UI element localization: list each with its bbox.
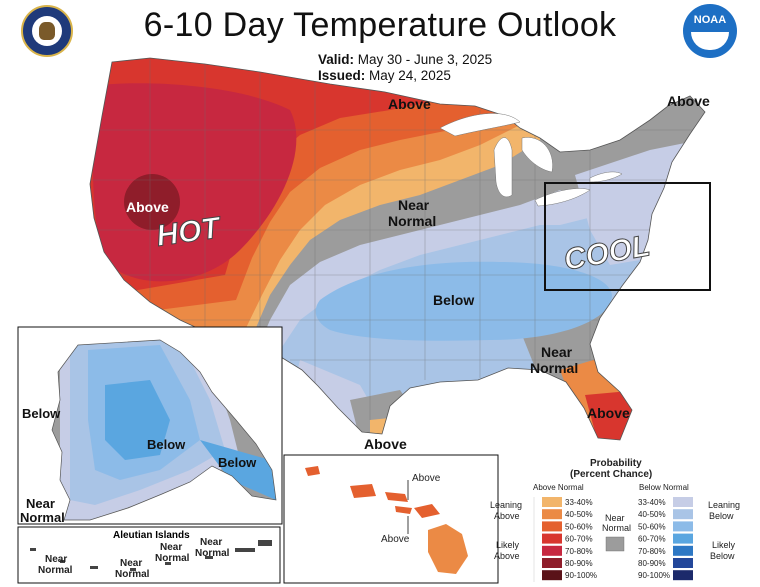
label-below-center: Below xyxy=(433,292,474,308)
label-near-normal-center-1: Near xyxy=(398,197,430,213)
legend-below-range: 40-50% xyxy=(638,510,666,519)
legend-below-swatch xyxy=(673,558,693,568)
legend-below-range: 90-100% xyxy=(638,571,670,580)
legend-near-1: Near xyxy=(605,513,625,523)
aleutian-near-1: Near xyxy=(45,554,67,565)
valid-label: Valid: xyxy=(318,52,355,67)
map-title: 6-10 Day Temperature Outlook xyxy=(143,6,617,44)
aleutian-near-5: Near xyxy=(160,542,182,553)
legend-below-header: Below Normal xyxy=(639,483,689,492)
legend-below-swatch xyxy=(673,509,693,520)
legend-above-range: 60-70% xyxy=(565,535,593,544)
alaska-label-below-west: Below xyxy=(22,406,61,421)
aleutian-inset-frame xyxy=(17,526,281,584)
legend-above-range: 70-80% xyxy=(565,547,593,556)
aleutian-near-7: Near xyxy=(200,537,222,548)
aleutian-near-8: Normal xyxy=(195,548,230,559)
noaa-logo: NOAA xyxy=(683,4,737,58)
legend-likely-below-2: Below xyxy=(710,551,735,561)
label-above-north: Above xyxy=(388,96,431,112)
legend-above-swatch xyxy=(542,521,562,532)
legend-likely-above-2: Above xyxy=(494,551,520,561)
legend-above-rows: 33-40% 40-50% 50-60% 60-70% 70-80% 80-90% 90-1… xyxy=(542,497,597,581)
label-above-texas: Above xyxy=(364,436,407,452)
legend-above-swatch xyxy=(542,497,562,507)
legend-title-2: (Percent Chance) xyxy=(570,469,652,480)
legend-below-range: 80-90% xyxy=(638,559,666,568)
legend-below-swatch xyxy=(673,533,693,544)
legend-below-swatch xyxy=(673,545,693,556)
legend-below-range: 70-80% xyxy=(638,547,666,556)
label-above-northeast: Above xyxy=(667,93,710,109)
legend-above-swatch xyxy=(542,545,562,556)
aleutian-near-3: Near xyxy=(120,558,142,569)
legend: Probability (Percent Chance) Above Norma… xyxy=(490,458,740,582)
legend-leaning-above-2: Above xyxy=(494,511,520,521)
cool-region-box xyxy=(544,182,711,291)
legend-above-swatch xyxy=(542,558,562,568)
alaska-map xyxy=(52,340,276,520)
label-near-normal-se-2: Normal xyxy=(530,360,578,376)
legend-above-header: Above Normal xyxy=(533,483,584,492)
label-near-normal-se-1: Near xyxy=(541,344,573,360)
legend-leaning-below-2: Below xyxy=(709,511,734,521)
legend-above-swatch xyxy=(542,533,562,544)
issued-value: May 24, 2025 xyxy=(369,68,451,83)
legend-likely-below-1: Likely xyxy=(712,540,736,550)
legend-below-swatch xyxy=(673,521,693,532)
legend-below-swatch xyxy=(673,570,693,581)
legend-above-swatch xyxy=(542,509,562,520)
alaska-label-below-center: Below xyxy=(147,437,186,452)
legend-below-range: 50-60% xyxy=(638,522,666,531)
legend-above-range: 33-40% xyxy=(565,498,593,507)
aleutian-islands xyxy=(30,540,272,571)
legend-below-rows: 33-40% 40-50% 50-60% 60-70% 70-80% 80-90% 90-1… xyxy=(638,497,693,581)
great-lakes xyxy=(439,113,623,207)
hawaii-islands xyxy=(305,466,468,574)
commerce-seal-logo xyxy=(21,5,73,57)
legend-below-range: 33-40% xyxy=(638,498,666,507)
legend-above-range: 50-60% xyxy=(565,522,593,531)
legend-near-swatch xyxy=(605,536,625,552)
alaska-label-near-1: Near xyxy=(26,496,55,511)
aleutian-near-6: Normal xyxy=(155,553,190,564)
issued-label: Issued: xyxy=(318,68,366,83)
legend-leaning-above-1: Leaning xyxy=(490,500,522,510)
legend-above-range: 40-50% xyxy=(565,510,593,519)
label-above-west: Above xyxy=(126,199,169,215)
alaska-label-near-2: Normal xyxy=(20,510,65,525)
aleutian-near-4: Normal xyxy=(115,569,150,580)
legend-below-range: 60-70% xyxy=(638,535,666,544)
legend-leaning-below-1: Leaning xyxy=(708,500,740,510)
legend-above-swatch xyxy=(542,570,562,581)
legend-above-range: 80-90% xyxy=(565,559,593,568)
issued-date: Issued: May 24, 2025 xyxy=(318,68,451,83)
legend-title-1: Probability xyxy=(590,458,642,469)
valid-value: May 30 - June 3, 2025 xyxy=(357,52,493,67)
label-above-florida: Above xyxy=(587,405,630,421)
hawaii-label-above-1: Above xyxy=(412,473,441,484)
noaa-logo-text: NOAA xyxy=(693,14,727,26)
legend-below-swatch xyxy=(673,497,693,507)
legend-near-2: Normal xyxy=(602,523,631,533)
aleutian-title: Aleutian Islands xyxy=(113,530,190,541)
hawaii-label-above-2: Above xyxy=(381,534,410,545)
aleutian-near-2: Normal xyxy=(38,565,73,576)
legend-likely-above-1: Likely xyxy=(496,540,520,550)
valid-dates: Valid: May 30 - June 3, 2025 xyxy=(318,52,492,67)
legend-above-range: 90-100% xyxy=(565,571,597,580)
alaska-label-below-se: Below xyxy=(218,455,257,470)
label-near-normal-center-2: Normal xyxy=(388,213,436,229)
